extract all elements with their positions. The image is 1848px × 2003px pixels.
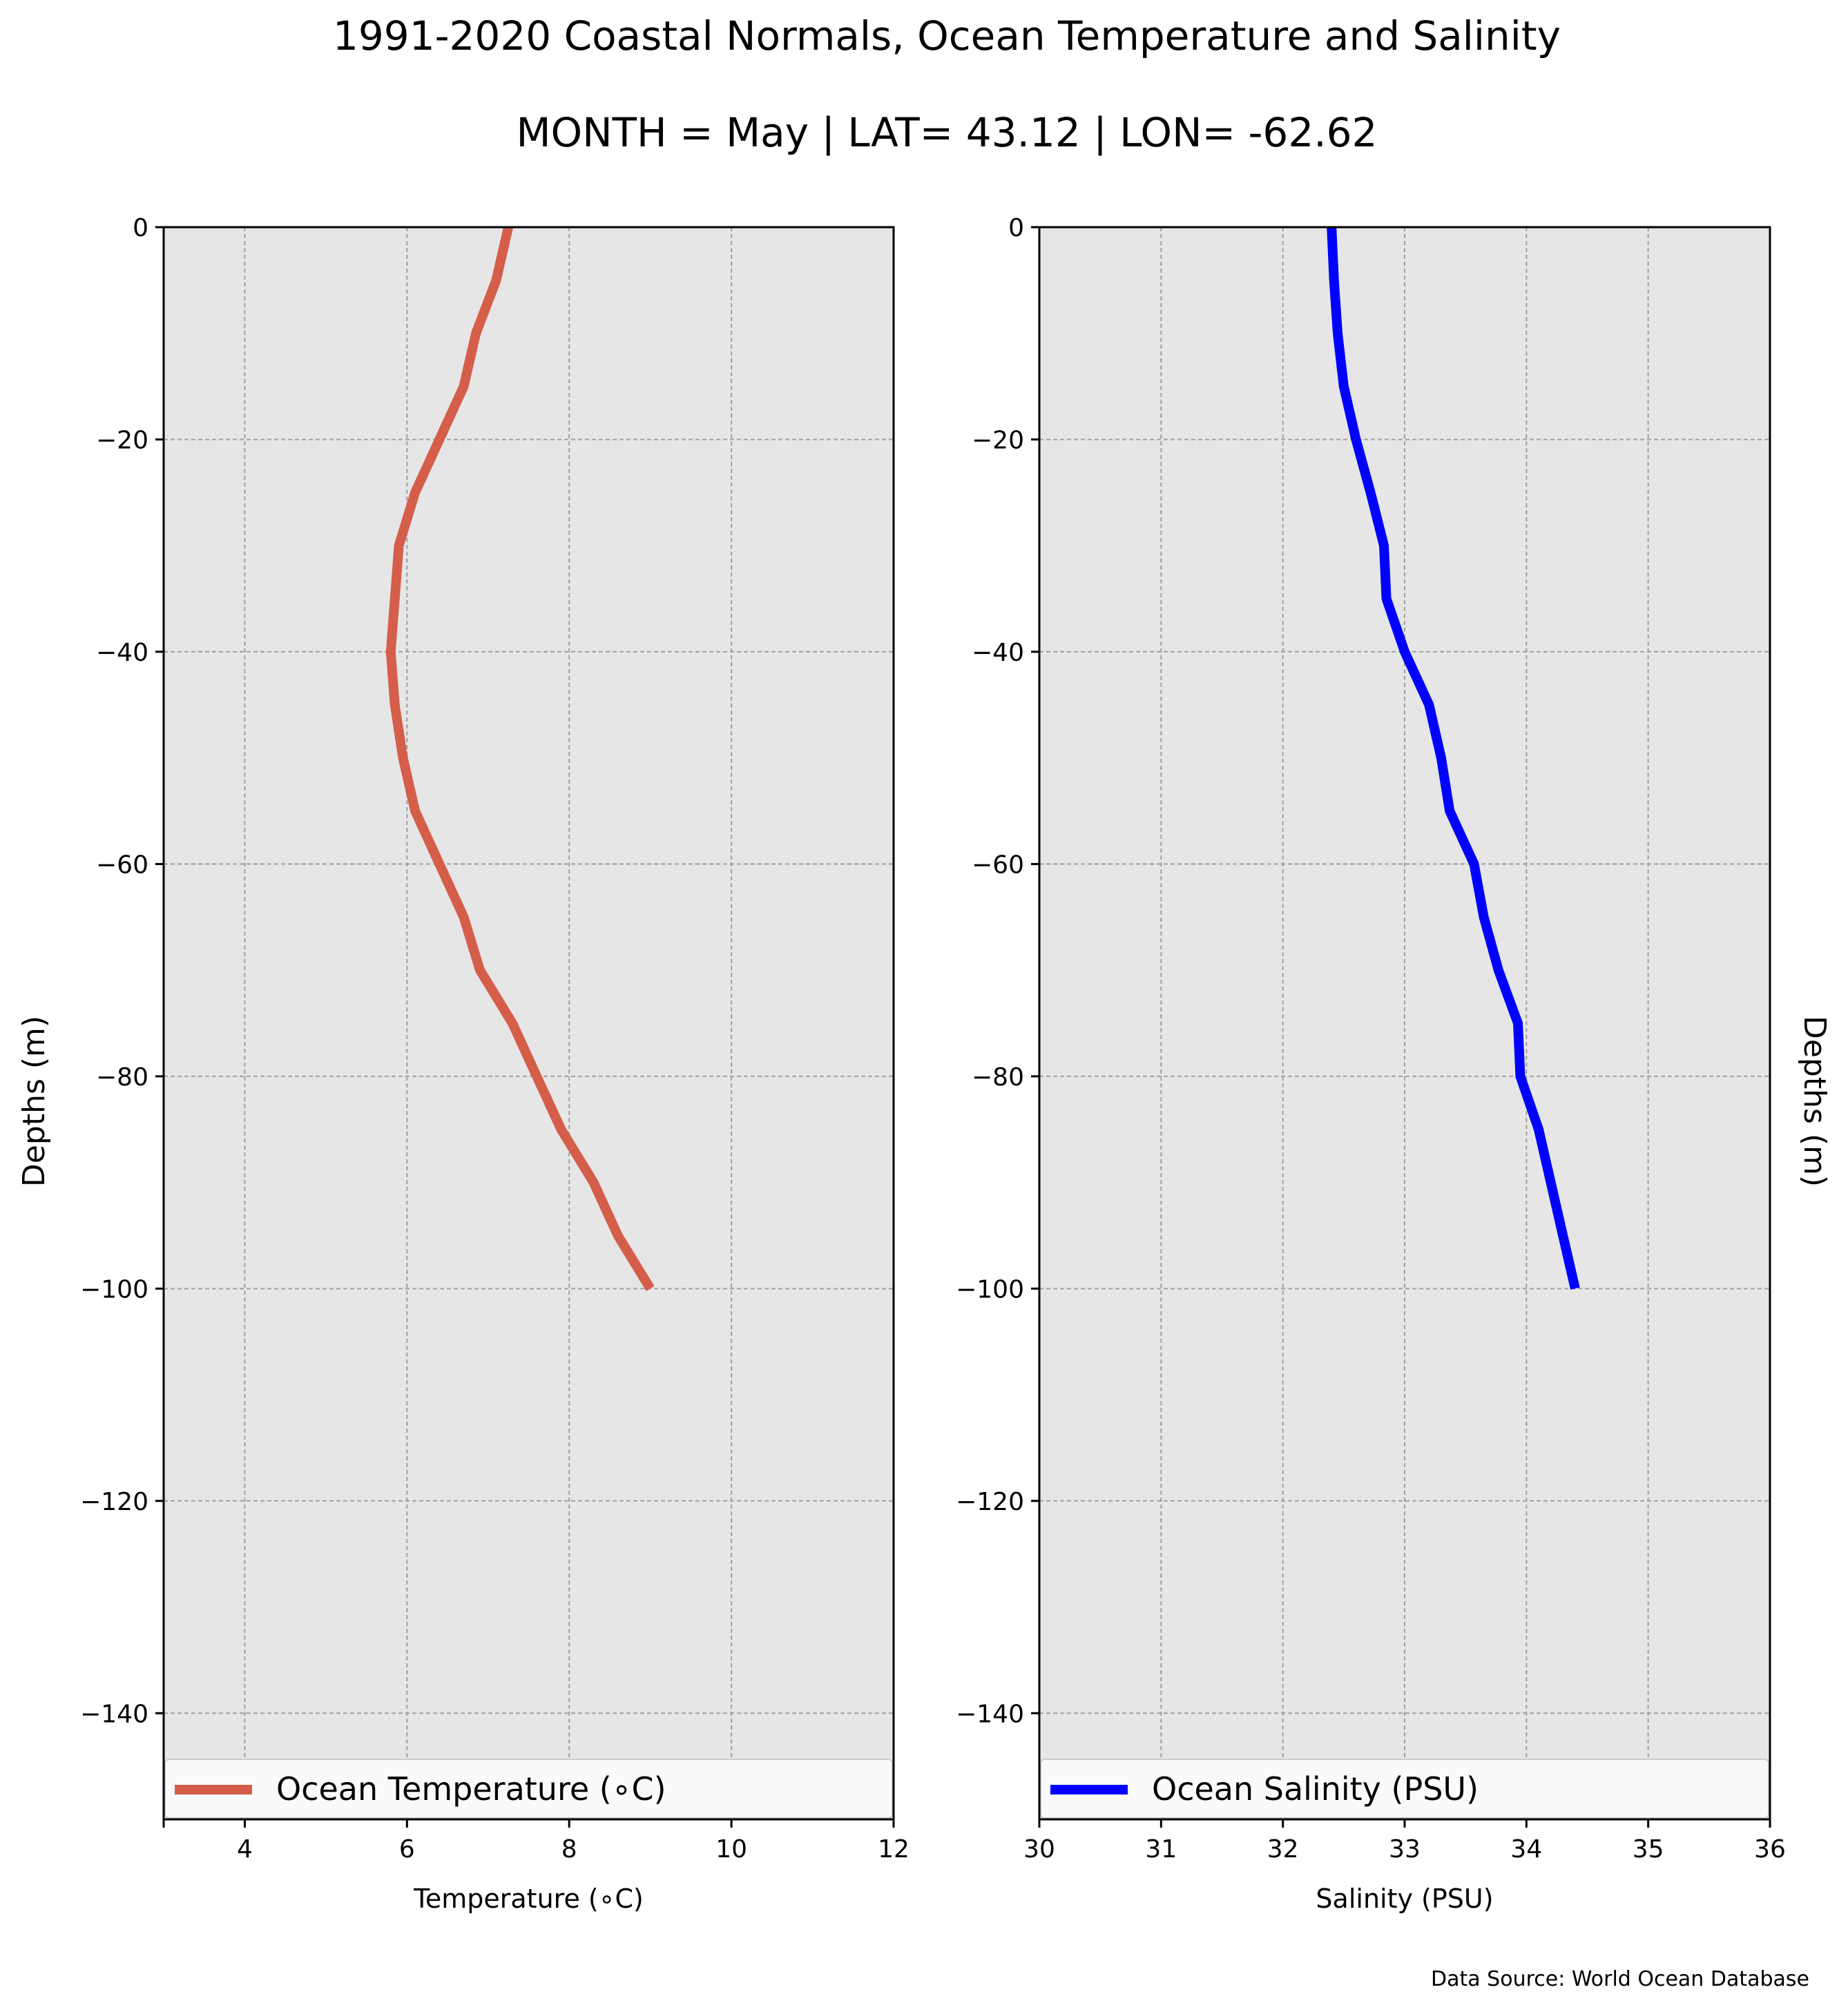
salinity-panel: Ocean Salinity (PSU) 30 31 32 33 34 35 36 0 −20… bbox=[956, 214, 1832, 1914]
salinity-x-tick-label: 33 bbox=[1389, 1835, 1421, 1864]
temperature-x-tick-label: 4 bbox=[237, 1835, 253, 1864]
salinity-x-tick-label: 32 bbox=[1267, 1835, 1299, 1864]
temperature-x-tick-label: 8 bbox=[561, 1835, 577, 1864]
temperature-y-tick-label: −20 bbox=[96, 426, 148, 454]
salinity-profile-line bbox=[1327, 226, 1580, 1290]
temperature-x-tick-label: 6 bbox=[399, 1835, 415, 1864]
salinity-y-ticks: 0 −20 −40 −60 −80 −100 −120 −140 bbox=[956, 214, 1039, 1728]
temperature-y-tick-label: −100 bbox=[80, 1275, 148, 1304]
temperature-plot-area bbox=[164, 227, 894, 1819]
temperature-y-tick-label: −80 bbox=[96, 1063, 148, 1092]
salinity-legend-label: Ocean Salinity (PSU) bbox=[1152, 1770, 1479, 1808]
temperature-legend: Ocean Temperature (∘C) bbox=[164, 1759, 893, 1819]
temperature-series bbox=[385, 226, 655, 1291]
figure-title: 1991-2020 Coastal Normals, Ocean Tempera… bbox=[333, 12, 1561, 59]
salinity-y-tick-label: −40 bbox=[972, 639, 1024, 667]
salinity-y-tick-label: 0 bbox=[1008, 214, 1024, 242]
salinity-x-tick-label: 34 bbox=[1510, 1835, 1542, 1864]
temperature-legend-box bbox=[164, 1759, 893, 1819]
temperature-y-ticks: 0 −20 −40 −60 −80 −100 −120 −140 bbox=[80, 214, 164, 1728]
temperature-x-axis-label: Temperature (∘C) bbox=[413, 1884, 644, 1914]
salinity-x-tick-label: 30 bbox=[1023, 1835, 1055, 1864]
temperature-x-ticks: 4 6 8 10 12 bbox=[162, 1819, 909, 1864]
temperature-x-tick-label: 12 bbox=[878, 1835, 909, 1864]
temperature-y-axis-label: Depths (m) bbox=[17, 1016, 52, 1187]
temperature-axes-frame bbox=[162, 226, 895, 1821]
salinity-y-tick-label: −80 bbox=[972, 1063, 1024, 1092]
salinity-grid bbox=[1039, 226, 1771, 1819]
temperature-x-tick-label: 10 bbox=[715, 1835, 747, 1864]
temperature-y-tick-label: 0 bbox=[133, 214, 148, 242]
salinity-legend: Ocean Salinity (PSU) bbox=[1040, 1759, 1769, 1819]
figure-subtitle: MONTH = May | LAT= 43.12 | LON= -62.62 bbox=[517, 109, 1378, 156]
data-source-note: Data Source: World Ocean Database bbox=[1431, 1967, 1809, 1991]
temperature-legend-label: Ocean Temperature (∘C) bbox=[276, 1770, 666, 1808]
salinity-x-ticks: 30 31 32 33 34 35 36 bbox=[1023, 1819, 1786, 1864]
salinity-x-axis-label: Salinity (PSU) bbox=[1316, 1884, 1493, 1914]
temperature-profile-line bbox=[385, 226, 655, 1291]
salinity-y-tick-label: −120 bbox=[956, 1488, 1024, 1516]
salinity-x-tick-label: 35 bbox=[1633, 1835, 1664, 1864]
salinity-series bbox=[1327, 226, 1580, 1290]
salinity-y-axis-label: Depths (m) bbox=[1797, 1016, 1832, 1187]
salinity-y-tick-label: −140 bbox=[956, 1700, 1024, 1728]
salinity-y-tick-label: −20 bbox=[972, 426, 1024, 454]
temperature-y-tick-label: −140 bbox=[80, 1700, 148, 1728]
salinity-x-tick-label: 31 bbox=[1145, 1835, 1177, 1864]
temperature-y-tick-label: −60 bbox=[96, 851, 148, 879]
temperature-y-tick-label: −120 bbox=[80, 1488, 148, 1516]
salinity-y-tick-label: −100 bbox=[956, 1275, 1024, 1304]
salinity-y-tick-label: −60 bbox=[972, 851, 1024, 879]
salinity-x-tick-label: 36 bbox=[1754, 1835, 1786, 1864]
salinity-legend-box bbox=[1040, 1759, 1769, 1819]
temperature-panel: Ocean Temperature (∘C) 4 6 8 10 12 0 −20 −40 −6… bbox=[17, 214, 909, 1914]
temperature-y-tick-label: −40 bbox=[96, 639, 148, 667]
